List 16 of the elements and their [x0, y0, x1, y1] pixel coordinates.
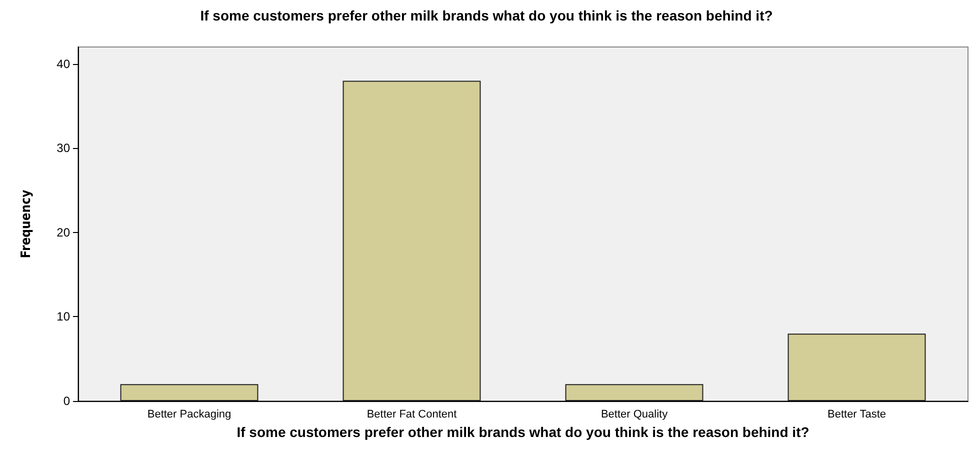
y-tick-label: 40: [56, 56, 70, 71]
x-tick-label: Better Quality: [600, 408, 668, 420]
bar: [120, 384, 258, 401]
y-tick-label: 10: [56, 310, 70, 324]
bar: [788, 334, 926, 401]
x-tick-label: Better Packaging: [147, 408, 232, 420]
y-tick-label: 30: [56, 141, 70, 156]
x-tick-label: Better Taste: [828, 408, 886, 420]
bar: [342, 80, 481, 401]
x-axis-title: If some customers prefer other milk brands what do you think is the reason behind it?: [236, 424, 810, 440]
y-axis-title: Frequency: [19, 189, 34, 258]
bar: [565, 384, 704, 401]
y-tick-label: 0: [63, 394, 70, 408]
y-tick-label: 20: [56, 225, 70, 240]
x-tick-label: Better Fat Content: [366, 408, 457, 420]
chart-title: If some customers prefer other milk brands what do you think is the reason behind it?: [200, 8, 773, 24]
